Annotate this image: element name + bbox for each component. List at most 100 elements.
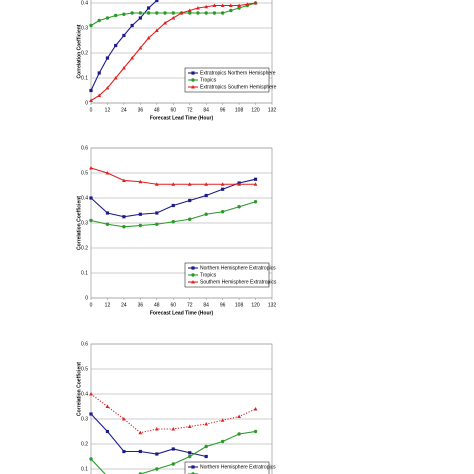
marker	[105, 16, 110, 20]
marker	[138, 223, 143, 228]
x-tick-label: 132	[268, 107, 277, 113]
marker	[204, 212, 208, 216]
marker	[138, 46, 143, 50]
legend-label: Northern Hemisphere Extratropics	[200, 464, 276, 470]
marker	[171, 203, 175, 208]
marker	[171, 182, 176, 186]
marker	[105, 222, 110, 226]
legend-marker	[191, 266, 195, 270]
marker	[113, 13, 118, 18]
marker	[253, 182, 258, 186]
x-axis-title: Forecast Lead Time (Hour)	[150, 310, 214, 316]
x-tick-label: 132	[268, 302, 277, 308]
marker	[138, 16, 142, 20]
marker	[122, 215, 126, 219]
y-tick-label: 0.5	[81, 366, 88, 372]
y-tick-label: 0.1	[81, 75, 88, 81]
marker	[171, 427, 176, 431]
marker	[212, 3, 217, 7]
marker	[204, 11, 208, 15]
y-tick-label: 0.4	[81, 0, 88, 6]
legend-marker	[191, 465, 195, 469]
x-tick-label: 36	[138, 107, 144, 113]
marker	[89, 218, 93, 223]
x-tick-label: 84	[203, 107, 209, 113]
marker	[138, 449, 142, 454]
marker	[196, 11, 200, 15]
x-tick-label: 12	[105, 107, 111, 113]
marker	[114, 43, 118, 48]
marker	[221, 187, 225, 191]
marker	[138, 430, 143, 435]
marker	[245, 2, 250, 6]
y-tick-label: 0.2	[81, 441, 88, 447]
marker	[204, 454, 208, 459]
marker	[253, 429, 258, 434]
marker	[146, 11, 151, 15]
marker	[171, 447, 175, 451]
y-axis-title: Correlation Coefficient	[76, 24, 82, 78]
marker	[188, 454, 192, 459]
marker	[171, 220, 175, 224]
marker	[89, 88, 93, 93]
marker	[163, 11, 167, 15]
series-line	[90, 413, 207, 458]
marker	[188, 11, 192, 15]
marker	[122, 225, 126, 229]
marker	[171, 11, 175, 15]
y-tick-label: 0.1	[81, 270, 88, 276]
legend-marker	[191, 273, 195, 277]
marker	[113, 76, 118, 80]
marker	[154, 427, 159, 431]
y-tick-label: 0.5	[81, 170, 88, 176]
x-tick-label: 84	[203, 302, 209, 308]
y-tick-label: 0.2	[81, 50, 88, 56]
legend-label: Tropics	[200, 272, 217, 278]
marker	[89, 98, 93, 102]
legend	[184, 262, 270, 288]
marker	[220, 182, 225, 186]
x-tick-label: 48	[154, 302, 160, 308]
x-tick-label: 96	[220, 107, 226, 113]
y-axis-title: Correlation Coefficient	[76, 196, 82, 250]
marker	[105, 86, 110, 90]
marker	[171, 462, 175, 466]
marker	[122, 417, 126, 421]
marker	[122, 12, 126, 16]
marker	[204, 193, 208, 198]
marker	[228, 3, 233, 7]
x-tick-label: 120	[251, 107, 260, 113]
marker	[155, 0, 159, 3]
marker	[89, 457, 93, 461]
legend-label: Southern Hemisphere Extratropics	[200, 279, 277, 285]
marker	[220, 418, 225, 422]
y-tick-label: 0.6	[81, 341, 88, 347]
marker	[220, 210, 225, 214]
marker	[155, 467, 159, 471]
marker	[146, 36, 151, 40]
marker	[220, 3, 225, 7]
plot-area	[90, 343, 273, 474]
marker	[122, 33, 126, 38]
y-tick-label: 0.3	[81, 25, 88, 31]
marker	[179, 11, 184, 15]
legend-label: Extratropics Southern Hemisphere	[200, 84, 277, 90]
marker	[130, 56, 135, 60]
legend	[184, 461, 270, 474]
x-tick-label: 24	[121, 107, 127, 113]
x-tick-label: 0	[90, 302, 93, 308]
x-tick-label: 48	[154, 107, 160, 113]
marker	[237, 6, 241, 10]
marker	[154, 28, 159, 32]
legend	[184, 67, 270, 93]
y-tick-label: 0.3	[81, 416, 88, 422]
y-tick-label: 0.4	[81, 391, 88, 397]
x-tick-label: 96	[220, 302, 226, 308]
marker	[253, 200, 258, 204]
marker	[237, 205, 241, 209]
marker	[130, 11, 134, 15]
marker	[89, 166, 93, 170]
x-tick-label: 60	[170, 107, 176, 113]
marker	[253, 1, 258, 5]
marker	[89, 392, 93, 396]
